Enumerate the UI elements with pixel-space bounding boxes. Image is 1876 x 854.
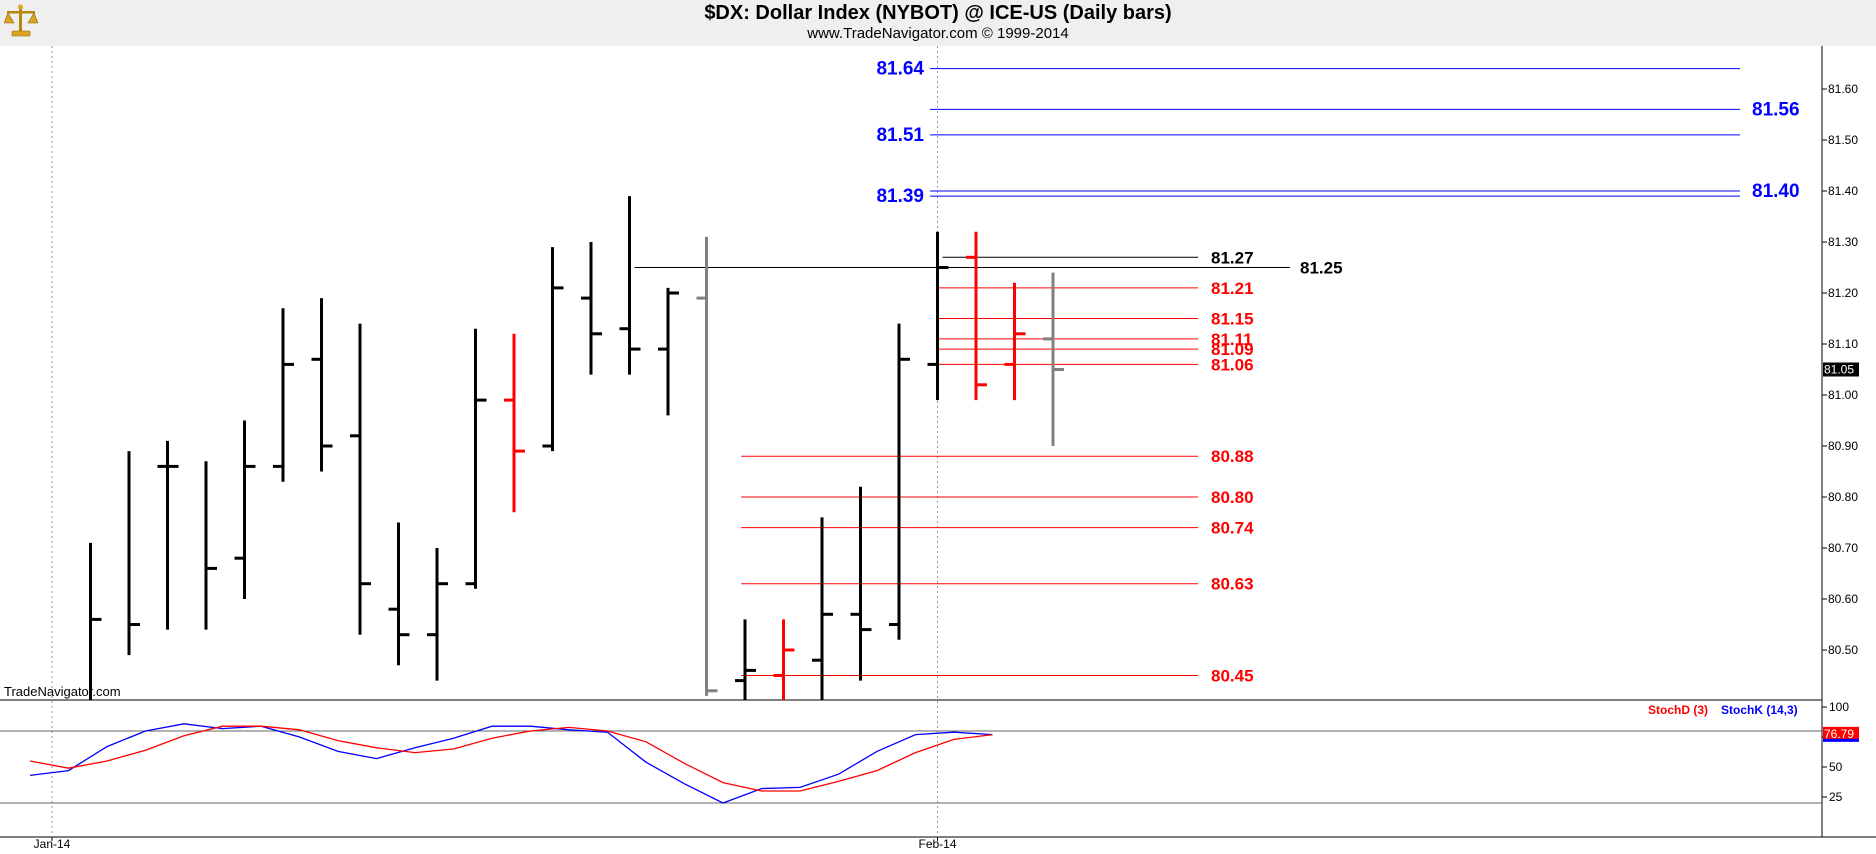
ohlc-bar [889,323,910,640]
date-tick-label: Feb-14 [918,837,956,851]
ohlc-bar [504,333,525,513]
ohlc-bar [157,440,179,630]
level-label: 81.27 [1211,248,1254,267]
level-label: 81.64 [876,59,924,80]
level-label: 80.74 [1211,519,1254,538]
price-tick-label: 81.20 [1828,286,1858,300]
ohlc-bar [812,517,833,700]
ohlc-bar [1004,282,1026,401]
ohlc-bar [311,298,333,472]
stoch-line [29,723,993,804]
chart-title: $DX: Dollar Index (NYBOT) @ ICE-US (Dail… [704,2,1172,24]
stoch-tick-label: 25 [1829,790,1843,804]
ohlc-bar [735,619,756,700]
ohlc-bar [388,522,410,666]
level-label: 81.09 [1211,340,1254,359]
date-tick-label: Jan-14 [34,837,71,851]
price-tick-label: 80.80 [1828,490,1858,504]
stochastic-panel: 100755025StochD (3)StochK (14,3)76.79 [0,700,1859,804]
stoch-last-badge [1823,726,1859,741]
stoch-legend-k: StochK (14,3) [1721,703,1798,717]
price-tick-label: 81.00 [1828,388,1858,402]
stoch-line [29,725,993,792]
chart-subtitle: www.TradeNavigator.com © 1999-2014 [807,25,1069,42]
date-axis: Jan-14 Feb-14 [34,837,957,851]
price-tick-label: 80.70 [1828,541,1858,555]
chart-grid [51,46,938,837]
stoch-legend-d: StochD (3) [1648,703,1708,717]
ohlc-bar [966,231,987,401]
price-tick-label: 81.30 [1828,235,1858,249]
ohlc-bar [234,420,256,599]
price-tick-label: 81.40 [1828,184,1858,198]
price-tick-label: 81.60 [1828,82,1858,96]
price-axis: 81.60 81.50 81.40 81.30 81.20 81.10 81.00 80.90… [1822,82,1859,657]
level-label: 81.11 [1211,330,1253,349]
price-tick-label: 81.10 [1828,337,1858,351]
ohlc-bar [658,287,679,416]
ohlc-bar [773,619,795,700]
watermark: TradeNavigator.com [4,684,121,699]
ohlc-bar [204,461,217,630]
level-label: 81.21 [1211,279,1254,298]
price-tick-label: 80.50 [1828,643,1858,657]
price-levels: 81.64 81.56 81.51 81.40 81.39 81.27 81.25 81.21… [634,59,1800,686]
ohlc-bar [127,451,140,656]
stoch-last-badge-k [1823,738,1859,742]
ohlc-bar [581,242,602,375]
last-price-badge [1823,362,1859,377]
ohlc-bar [427,548,448,681]
price-tick-label: 81.50 [1828,133,1858,147]
level-label: 80.63 [1211,575,1254,594]
ohlc-bar [350,323,371,635]
level-label: 80.45 [1211,667,1254,686]
scales-logo-icon [3,3,39,44]
level-label: 81.40 [1752,181,1800,202]
level-label: 81.56 [1752,99,1800,120]
stoch-tick-label: 100 [1829,700,1849,714]
ohlc-bar [89,542,102,700]
chart-header: $DX: Dollar Index (NYBOT) @ ICE-US (Dail… [0,0,1876,46]
ohlc-bar [273,308,294,482]
ohlc-bar [850,486,872,681]
level-label: 80.80 [1211,488,1254,507]
stoch-last-label: 76.79 [1824,727,1854,741]
level-label: 81.51 [876,125,924,146]
level-label: 81.39 [876,186,924,207]
ohlc-bar [542,247,564,452]
ohlc-bar [619,196,641,375]
price-bars [89,196,1064,700]
level-label: 81.25 [1300,259,1343,278]
ohlc-bar [465,328,487,589]
ohlc-bar [696,236,718,696]
stoch-tick-label: 50 [1829,760,1843,774]
last-price-label: 81.05 [1824,363,1854,377]
level-label: 81.06 [1211,355,1254,374]
ohlc-bar [927,231,949,401]
ohlc-bar [1043,272,1064,446]
price-tick-label: 80.60 [1828,592,1858,606]
level-label: 80.88 [1211,447,1254,466]
price-tick-label: 80.90 [1828,439,1858,453]
level-label: 81.15 [1211,310,1254,329]
